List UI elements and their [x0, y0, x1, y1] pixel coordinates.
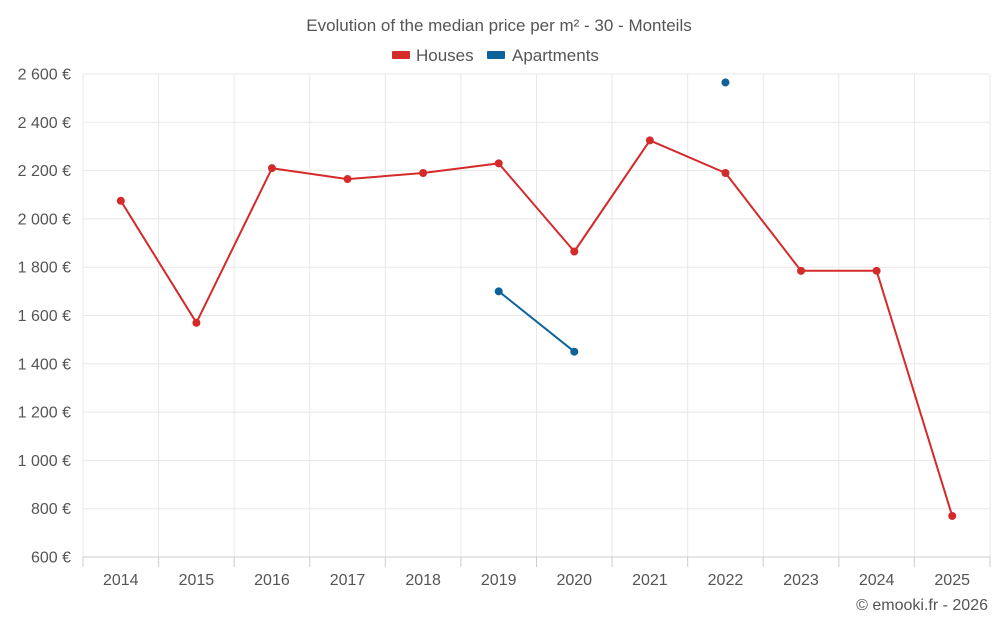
y-tick-label: 600 €: [31, 550, 71, 567]
data-point-houses[interactable]: [721, 169, 730, 178]
data-point-houses[interactable]: [116, 196, 125, 205]
legend-label-apartments: Apartments: [512, 46, 599, 65]
x-tick-label: 2016: [254, 572, 290, 589]
data-point-houses[interactable]: [645, 136, 654, 145]
y-tick-label: 2 000 €: [18, 211, 71, 228]
data-point-apartments[interactable]: [570, 347, 579, 356]
y-tick-label: 1 200 €: [18, 405, 71, 422]
x-tick-label: 2023: [783, 572, 819, 589]
x-tick-label: 2022: [708, 572, 744, 589]
data-point-houses[interactable]: [570, 247, 579, 256]
data-point-houses[interactable]: [343, 175, 352, 184]
series-apartments: [494, 78, 730, 356]
data-point-houses[interactable]: [419, 169, 428, 178]
y-tick-label: 1 600 €: [18, 308, 71, 325]
tick-layer: 600 € 800 € 1 000 € 1 200 € 1 400 € 1 600 € 1 …: [18, 67, 970, 590]
x-tick-label: 2014: [103, 572, 139, 589]
legend: Houses Apartments: [392, 46, 599, 65]
legend-label-houses: Houses: [416, 46, 474, 65]
data-point-houses[interactable]: [948, 511, 957, 520]
data-point-houses[interactable]: [494, 159, 503, 168]
series-line-apartments: [498, 290, 575, 353]
legend-item-houses[interactable]: Houses: [392, 46, 474, 65]
x-tick-label: 2020: [556, 572, 592, 589]
data-point-apartments[interactable]: [494, 287, 503, 296]
series-line-houses: [119, 139, 954, 517]
x-tick-label: 2025: [934, 572, 970, 589]
chart-title: Evolution of the median price per m² - 3…: [306, 16, 692, 35]
series-layer: [116, 78, 957, 520]
data-point-houses[interactable]: [267, 164, 276, 173]
y-tick-label: 1 000 €: [18, 453, 71, 470]
data-point-houses[interactable]: [192, 318, 201, 327]
axis-layer: [82, 556, 991, 567]
legend-swatch-houses: [392, 51, 410, 59]
legend-item-apartments[interactable]: Apartments: [487, 46, 599, 65]
y-tick-label: 1 800 €: [18, 260, 71, 277]
data-point-houses[interactable]: [872, 266, 881, 275]
x-tick-label: 2021: [632, 572, 668, 589]
legend-swatch-apartments: [487, 51, 505, 59]
y-tick-label: 1 400 €: [18, 356, 71, 373]
x-tick-label: 2018: [405, 572, 441, 589]
x-tick-label: 2024: [859, 572, 895, 589]
y-tick-label: 2 200 €: [18, 163, 71, 180]
y-tick-label: 2 400 €: [18, 115, 71, 132]
data-point-houses[interactable]: [797, 266, 806, 275]
x-tick-label: 2017: [330, 572, 366, 589]
y-tick-label: 2 600 €: [18, 67, 71, 84]
credit: © emooki.fr - 2026: [856, 597, 988, 614]
grid-layer: [82, 73, 991, 557]
x-tick-label: 2015: [179, 572, 215, 589]
x-tick-label: 2019: [481, 572, 517, 589]
y-tick-label: 800 €: [31, 501, 71, 518]
data-point-apartments[interactable]: [721, 78, 730, 87]
series-houses: [116, 136, 957, 520]
